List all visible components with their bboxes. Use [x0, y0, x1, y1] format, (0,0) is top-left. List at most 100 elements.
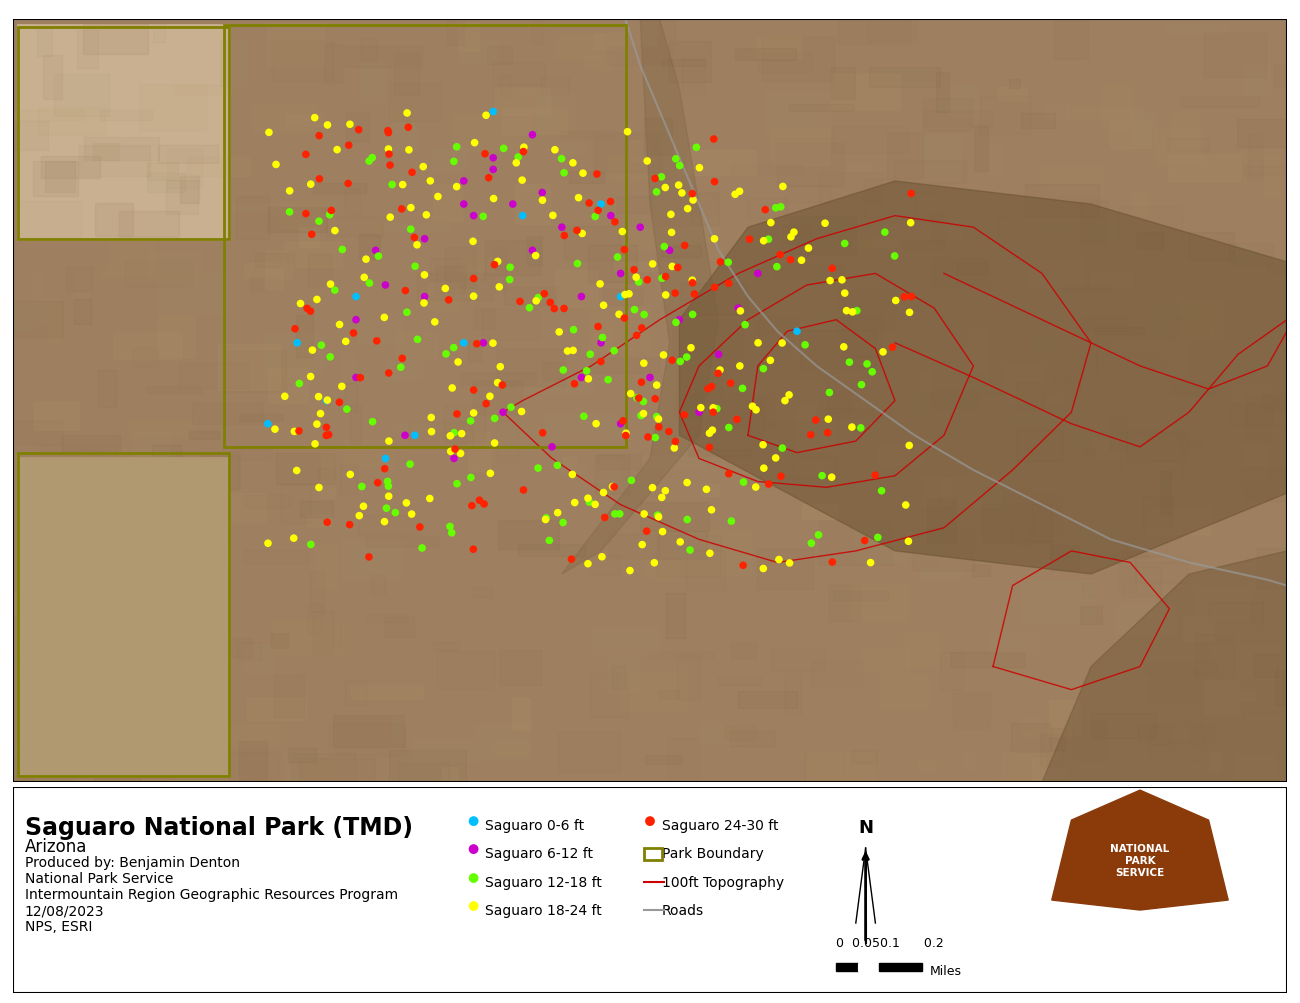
Point	[500, 400, 521, 416]
Bar	[559, 142, 585, 155]
Bar	[324, 45, 342, 84]
Point	[798, 241, 819, 257]
Point	[610, 266, 630, 282]
Point	[443, 451, 464, 467]
Bar	[172, 775, 243, 787]
Bar	[659, 11, 675, 45]
Bar	[546, 534, 590, 575]
Bar	[1254, 655, 1278, 677]
Point	[720, 376, 741, 392]
Point	[563, 343, 584, 359]
Bar	[644, 849, 662, 861]
Bar	[879, 444, 922, 464]
Point	[651, 489, 672, 506]
Bar	[452, 114, 530, 153]
Bar	[230, 752, 278, 797]
Bar	[426, 699, 468, 725]
Bar	[6, 301, 62, 337]
Point	[317, 393, 338, 409]
Text: Saguaro 24-30 ft: Saguaro 24-30 ft	[662, 818, 779, 832]
Bar	[369, 135, 434, 168]
Bar	[95, 205, 133, 237]
Bar	[350, 406, 361, 444]
Bar	[742, 71, 801, 108]
Bar	[545, 414, 620, 438]
Point	[467, 336, 488, 352]
Bar	[1054, 16, 1088, 60]
Bar	[1166, 725, 1197, 737]
Text: Roads: Roads	[662, 903, 703, 917]
Bar	[1092, 260, 1140, 273]
Point	[604, 215, 625, 231]
Point	[686, 140, 707, 156]
Bar	[1191, 717, 1204, 761]
Bar	[923, 99, 971, 132]
Bar	[251, 696, 294, 709]
Bar	[125, 262, 191, 288]
Point	[614, 311, 634, 327]
Bar	[502, 110, 567, 134]
Point	[280, 205, 300, 221]
Bar	[208, 493, 265, 523]
Bar	[1202, 355, 1260, 377]
Bar	[832, 128, 906, 152]
Bar	[1149, 306, 1209, 347]
Point	[738, 232, 759, 248]
Bar	[888, 134, 923, 179]
Bar	[841, 316, 881, 357]
Point	[654, 240, 675, 256]
Bar	[218, 345, 280, 390]
Bar	[312, 470, 351, 487]
Bar	[962, 372, 1032, 397]
Bar	[1127, 601, 1144, 637]
Point	[463, 405, 484, 421]
Point	[818, 411, 839, 427]
Bar	[200, 456, 239, 489]
Point	[753, 561, 774, 577]
Bar	[1243, 713, 1300, 723]
Bar	[495, 88, 550, 115]
Bar	[321, 452, 335, 498]
Bar	[364, 530, 413, 549]
Bar	[614, 263, 675, 272]
Bar	[468, 433, 490, 471]
Point	[354, 270, 374, 286]
Bar	[243, 550, 308, 564]
Point	[424, 315, 445, 331]
Bar	[1157, 340, 1187, 375]
Bar	[152, 2, 165, 43]
Bar	[575, 184, 642, 198]
Bar	[922, 477, 1000, 507]
Bar	[754, 769, 798, 795]
Bar	[286, 115, 321, 127]
Bar	[1143, 662, 1217, 674]
Point	[257, 536, 278, 552]
Bar	[34, 402, 79, 431]
Bar	[48, 305, 61, 345]
Bar	[554, 35, 603, 59]
Point	[378, 478, 399, 494]
Point	[404, 428, 425, 444]
Point	[642, 480, 663, 496]
Bar	[139, 85, 205, 131]
Point	[359, 153, 380, 170]
Bar	[417, 274, 491, 301]
Point	[677, 475, 698, 491]
Text: Intermountain Region Geographic Resources Program: Intermountain Region Geographic Resource…	[25, 888, 398, 901]
Point	[562, 467, 582, 483]
Point	[545, 142, 566, 158]
Bar	[655, 355, 679, 384]
Bar	[471, 375, 532, 389]
Bar	[412, 738, 485, 761]
Bar	[1032, 494, 1062, 537]
Point	[436, 346, 456, 362]
Bar	[608, 156, 658, 182]
Point	[850, 420, 871, 436]
Bar	[1052, 728, 1066, 750]
Point	[633, 406, 654, 422]
Bar	[358, 516, 417, 536]
Bar	[238, 642, 261, 660]
Point	[699, 440, 720, 456]
Bar	[537, 92, 575, 134]
Bar	[1009, 80, 1021, 88]
